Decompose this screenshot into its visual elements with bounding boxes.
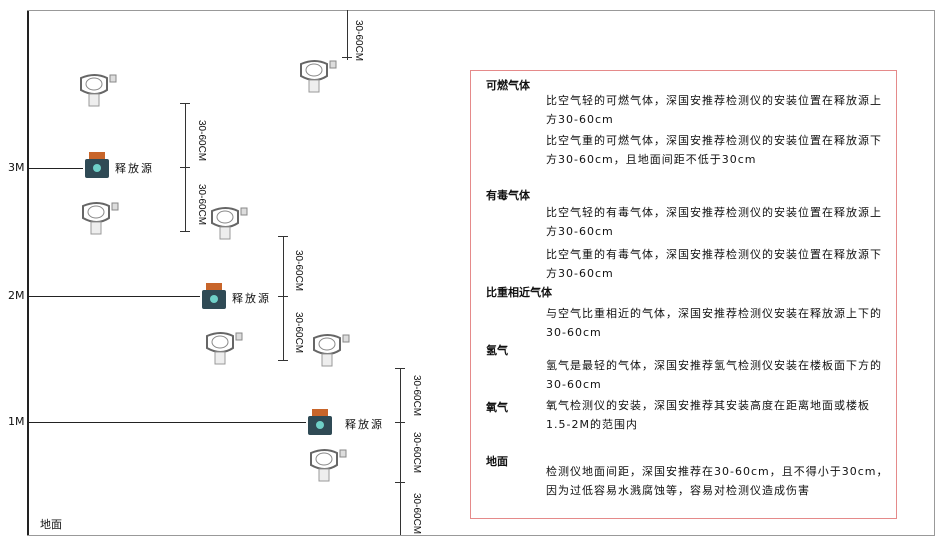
- dimension-label: 30-60CM: [411, 493, 422, 535]
- dimension-label: 30-60CM: [411, 375, 422, 417]
- gas-detector-icon: [211, 207, 248, 240]
- ceiling-line: [27, 10, 935, 11]
- section-paragraph: 比空气轻的可燃气体，深国安推荐检测仪的安装位置在释放源上方30-60cm: [546, 94, 882, 126]
- section-title: 比重相近气体: [486, 286, 552, 299]
- section-paragraph: 氧气检测仪的安装，深国安推荐其安装高度在距离地面或楼板1.5-2M的范围内: [546, 399, 870, 431]
- release-source-label: 释放源: [345, 418, 384, 431]
- release-source-icon: [308, 409, 332, 435]
- gas-detector-icon: [300, 60, 337, 93]
- gas-detector-icon: [80, 74, 117, 107]
- wall-line: [27, 10, 29, 536]
- gas-detector-icon: [313, 334, 350, 367]
- release-source-icon: [202, 283, 226, 309]
- section-paragraph: 比空气轻的有毒气体，深国安推荐检测仪的安装位置在释放源上方30-60cm: [546, 206, 882, 238]
- section-title: 氧气: [486, 401, 508, 414]
- dimension-line: [347, 10, 348, 60]
- floor-line: [27, 535, 935, 536]
- section-paragraph: 与空气比重相近的气体，深国安推荐检测仪安装在释放源上下的30-60cm: [546, 307, 882, 339]
- gas-detector-icon: [206, 332, 243, 365]
- section-paragraph: 比空气重的有毒气体，深国安推荐检测仪的安装位置在释放源下方30-60cm: [546, 248, 882, 280]
- dimension-label: 30-60CM: [196, 184, 207, 226]
- dimension-label: 30-60CM: [293, 250, 304, 292]
- section-title: 可燃气体: [486, 79, 530, 92]
- section-paragraph: 氢气是最轻的气体，深国安推荐氢气检测仪安装在楼板面下方的30-60cm: [546, 359, 882, 391]
- level-3m-line: [28, 168, 83, 169]
- dimension-label: 30-60CM: [411, 432, 422, 474]
- dimension-label: 30-60CM: [353, 20, 364, 62]
- ground-label: 地面: [40, 518, 62, 531]
- installation-notes-box: 可燃气体 比空气轻的可燃气体，深国安推荐检测仪的安装位置在释放源上方30-60c…: [470, 70, 897, 519]
- level-2m-label: 2M: [8, 289, 25, 302]
- right-line: [934, 10, 935, 536]
- gas-detector-icon: [82, 202, 119, 235]
- release-source-icon: [85, 152, 109, 178]
- section-title: 有毒气体: [486, 189, 530, 202]
- section-paragraph: 检测仪地面间距，深国安推荐在30-60cm，且不得小于30cm，因为过低容易水溅…: [546, 465, 889, 497]
- dimension-line: [400, 368, 401, 535]
- release-source-label: 释放源: [115, 162, 154, 175]
- level-1m-label: 1M: [8, 415, 25, 428]
- dimension-line: [283, 236, 284, 361]
- gas-detector-icon: [310, 449, 347, 482]
- dimension-label: 30-60CM: [293, 312, 304, 354]
- release-source-label: 释放源: [232, 292, 271, 305]
- level-3m-label: 3M: [8, 161, 25, 174]
- level-2m-line: [28, 296, 200, 297]
- section-title: 地面: [486, 455, 508, 468]
- section-paragraph: 比空气重的可燃气体，深国安推荐检测仪的安装位置在释放源下方30-60cm，且地面…: [546, 134, 882, 166]
- level-1m-line: [28, 422, 306, 423]
- section-title: 氢气: [486, 344, 508, 357]
- dimension-label: 30-60CM: [196, 120, 207, 162]
